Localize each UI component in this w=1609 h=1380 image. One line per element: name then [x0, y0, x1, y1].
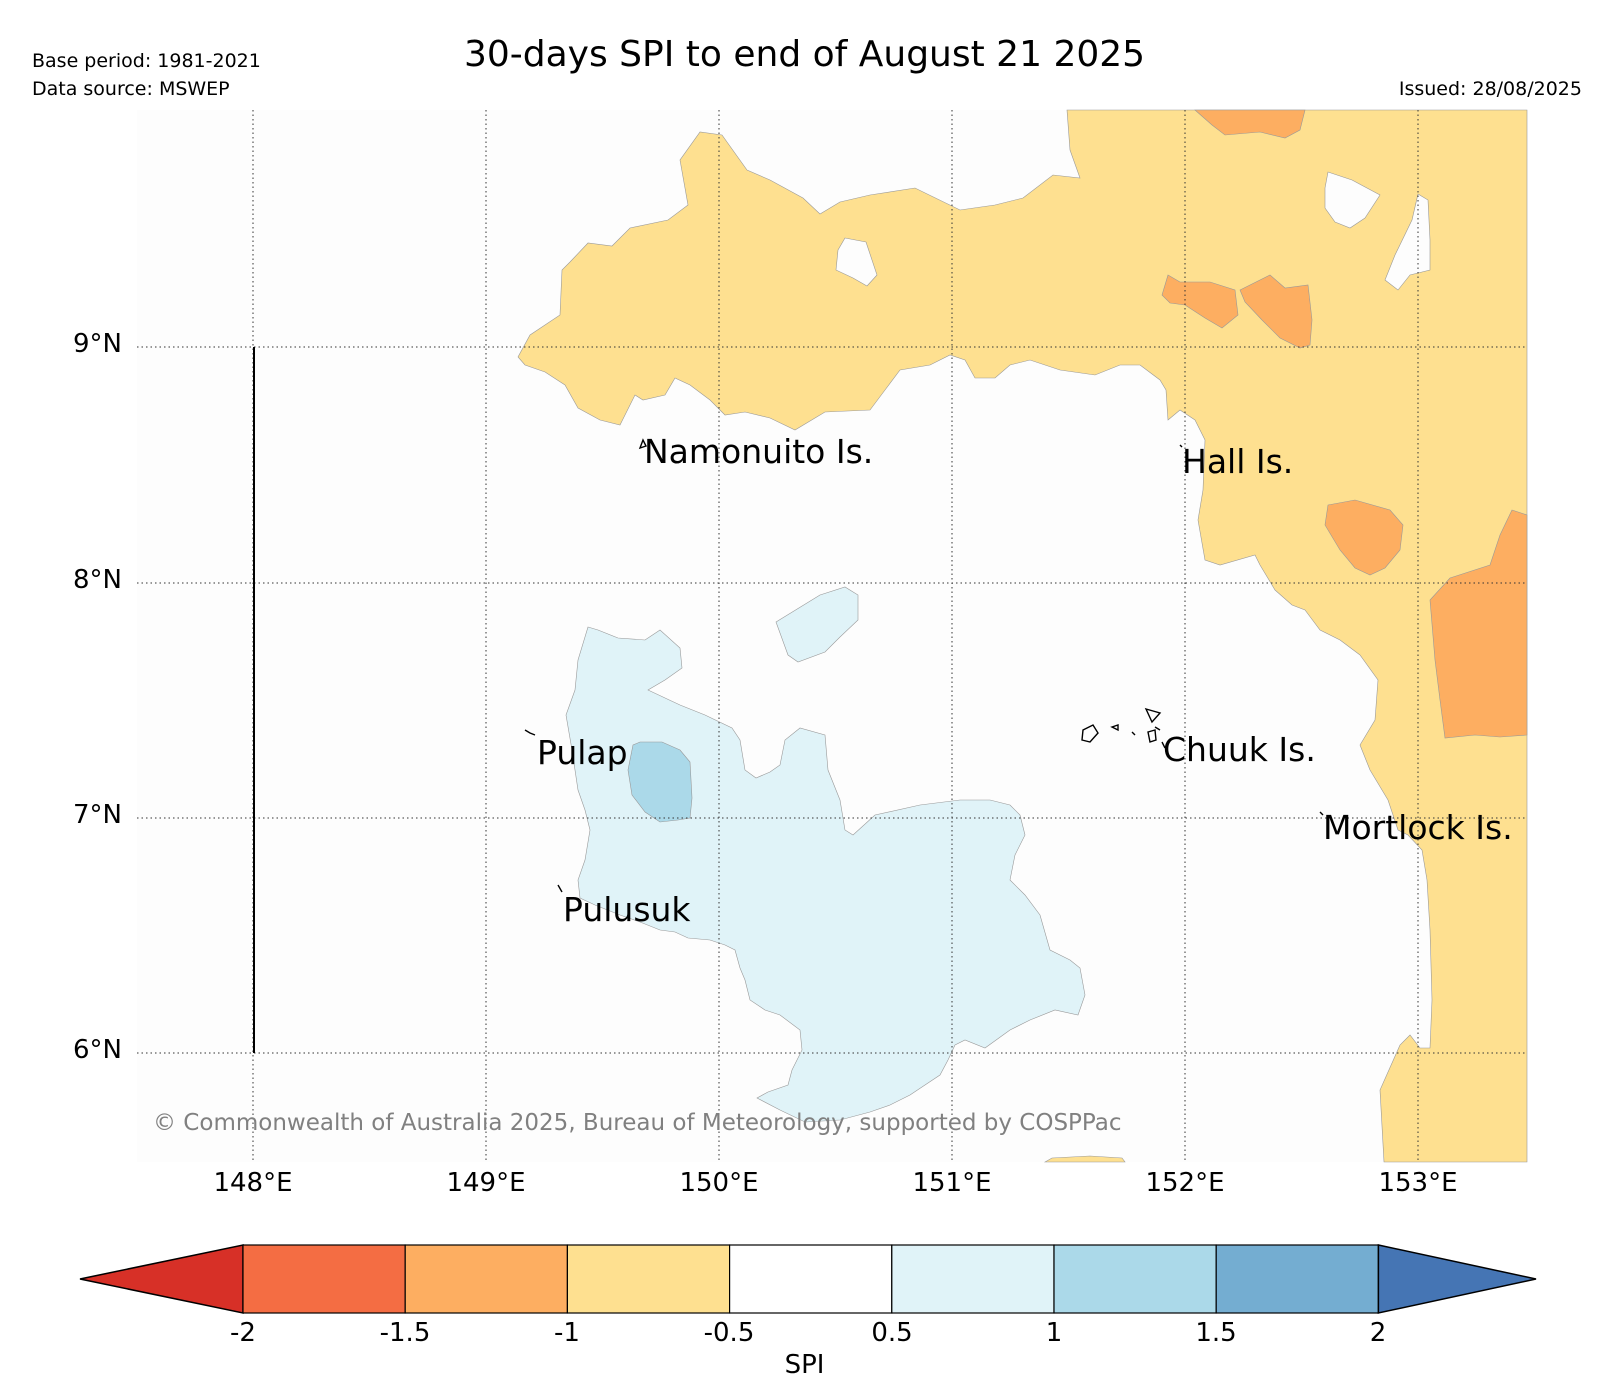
spi-region-normal-hole [835, 237, 878, 287]
map-title: 30-days SPI to end of August 21 2025 [463, 34, 1146, 75]
place-chuuk: Chuuk Is. [1163, 730, 1316, 769]
colorbar-tick: 2 [1369, 1318, 1387, 1348]
lat-label-9n: 9°N [73, 329, 122, 359]
base-period: Base period: 1981-2021 [32, 50, 261, 72]
spi-region-dry-sliver [1043, 1155, 1126, 1163]
colorbar-tick: -1 [554, 1318, 580, 1348]
spi-region-normal-hole [1324, 171, 1381, 229]
spi-region-wet-patch [627, 741, 693, 823]
spi-map [137, 109, 1528, 1163]
spi-region-wet-small [775, 586, 859, 663]
lon-label-150e: 150°E [679, 1168, 759, 1198]
colorbar-segment [404, 1244, 569, 1314]
colorbar-tick: 1.5 [1195, 1318, 1237, 1348]
place-pulap: Pulap [537, 733, 628, 772]
colorbar-extend-high [1377, 1244, 1537, 1314]
spi-region-wet-main [565, 626, 1086, 1123]
spi-region-dry-patch [1161, 274, 1239, 329]
place-namonuito: Namonuito Is. [644, 432, 874, 471]
colorbar-segment [728, 1244, 893, 1314]
spi-region-dry-patch [1239, 274, 1313, 349]
copyright-notice: © Commonwealth of Australia 2025, Bureau… [153, 1110, 1122, 1136]
colorbar-tick: 1 [1045, 1318, 1063, 1348]
place-pulusuk: Pulusuk [563, 890, 691, 929]
lon-label-149e: 149°E [446, 1168, 526, 1198]
colorbar-segment [1215, 1244, 1379, 1314]
place-mortlock: Mortlock Is. [1323, 808, 1513, 847]
colorbar-segment [891, 1244, 1055, 1314]
colorbar-segment [242, 1244, 406, 1314]
lon-label-152e: 152°E [1145, 1168, 1225, 1198]
colorbar-label: SPI [784, 1350, 825, 1380]
place-hall: Hall Is. [1182, 442, 1294, 481]
colorbar-segment [1053, 1244, 1217, 1314]
lat-label-8n: 8°N [73, 565, 122, 595]
colorbar-tick: -1.5 [379, 1318, 431, 1348]
lon-label-148e: 148°E [213, 1168, 293, 1198]
colorbar-extend-low [79, 1244, 244, 1314]
spi-region-dry-patch [1324, 499, 1404, 576]
lat-label-7n: 7°N [73, 800, 122, 830]
lon-label-153e: 153°E [1378, 1168, 1458, 1198]
spi-region-dry-patch [1429, 509, 1528, 739]
data-source: Data source: MSWEP [32, 78, 230, 100]
island-outlines [524, 438, 1324, 893]
lon-label-151e: 151°E [912, 1168, 992, 1198]
colorbar-segment [566, 1244, 731, 1314]
spi-region-normal-hole [1384, 193, 1431, 291]
colorbar-tick: -2 [230, 1318, 256, 1348]
colorbar-tick: 0.5 [871, 1318, 913, 1348]
lat-label-6n: 6°N [73, 1035, 122, 1065]
spi-region-dry-patch [1194, 109, 1306, 139]
colorbar-tick: -0.5 [703, 1318, 755, 1348]
spi-region-dry-north [517, 109, 1528, 1163]
issued-date: Issued: 28/08/2025 [1398, 78, 1582, 100]
